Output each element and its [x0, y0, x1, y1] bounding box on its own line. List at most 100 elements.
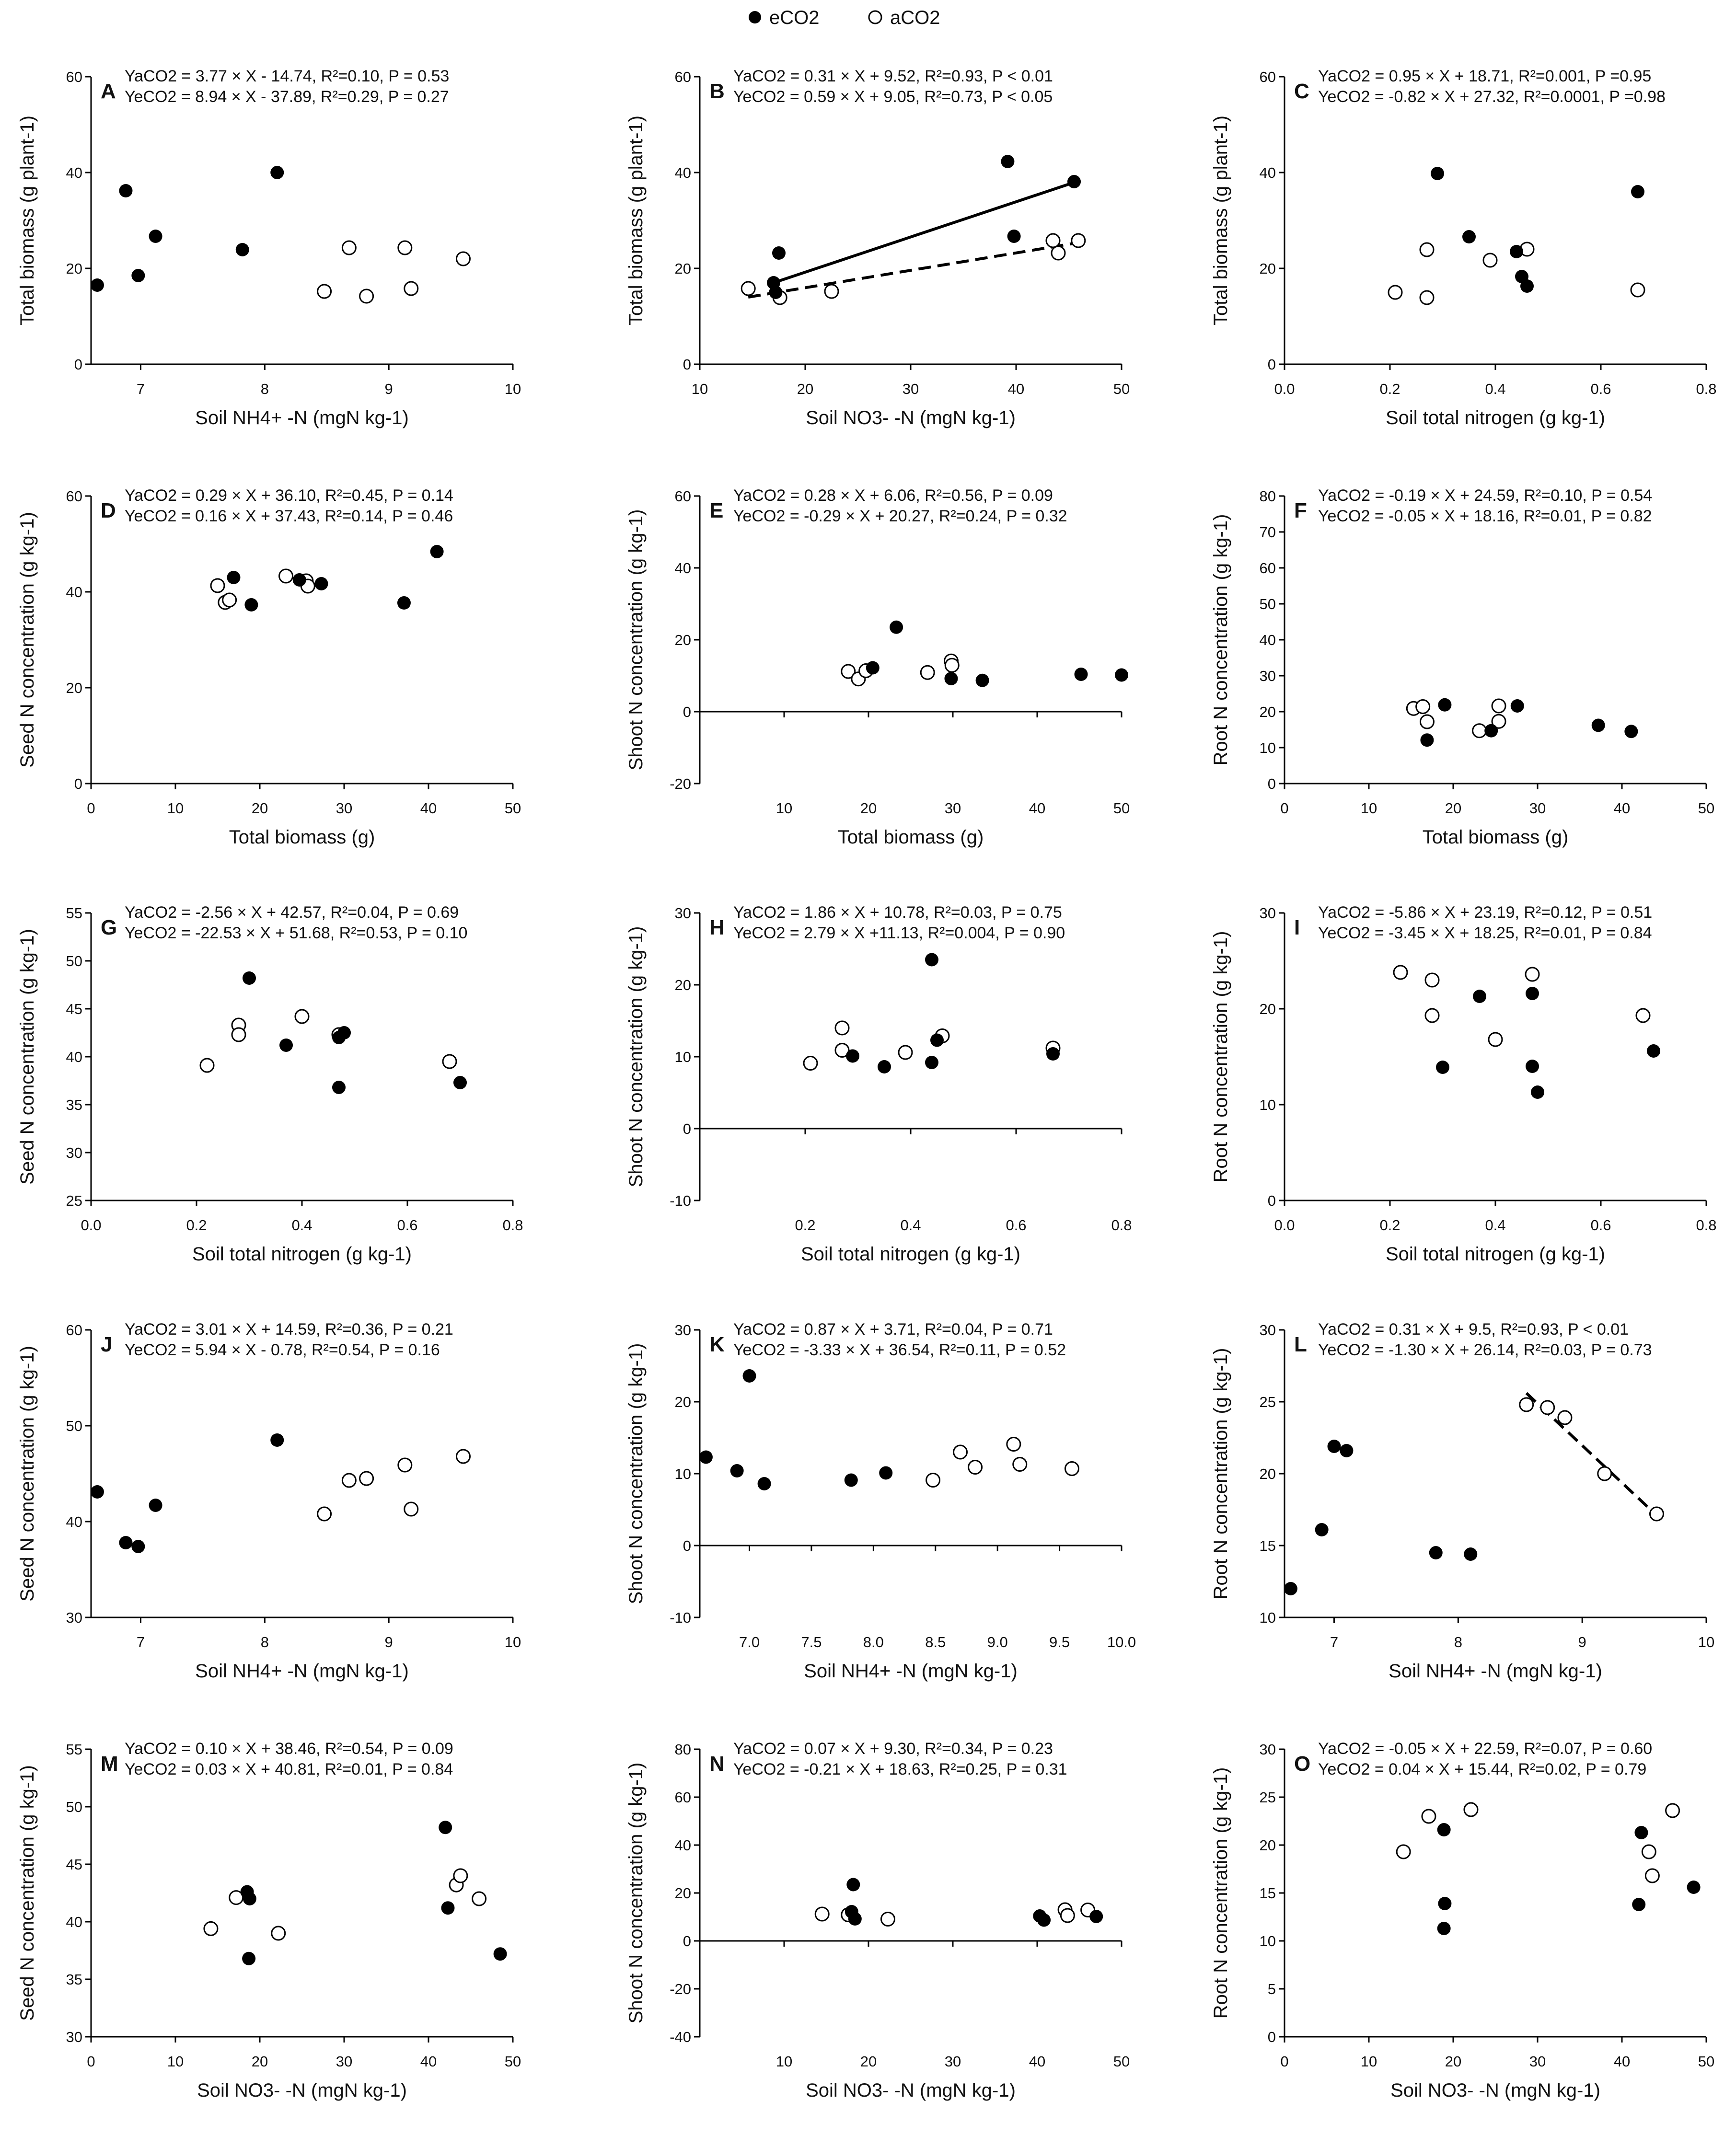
- aco2-point: [1424, 972, 1440, 988]
- x-tick-label: 10: [505, 1634, 521, 1650]
- regression-line-dashed: [748, 241, 1080, 299]
- y-tick-label: 10: [1260, 1609, 1276, 1626]
- equation-eco2: YeCO2 = 0.03 × X + 40.81, R²=0.01, P = 0…: [125, 1760, 453, 1778]
- x-tick-label: 0: [87, 800, 95, 817]
- y-axis-title: Shoot N concentration (g kg-1): [625, 1343, 647, 1604]
- y-tick-label: 60: [1260, 69, 1276, 85]
- equation-aco2: YaCO2 = 0.31 × X + 9.5, R²=0.93, P < 0.0…: [1318, 1320, 1629, 1339]
- aco2-point: [1419, 714, 1435, 729]
- equation-eco2: YeCO2 = -3.33 × X + 36.54, R²=0.11, P = …: [733, 1341, 1066, 1359]
- aco2-point: [1421, 1809, 1436, 1824]
- aco2-point: [741, 281, 756, 296]
- aco2-point: [1488, 1032, 1503, 1047]
- eco2-point: [243, 971, 256, 985]
- aco2-point: [442, 1054, 457, 1069]
- x-tick-label: 0.4: [1485, 1217, 1505, 1234]
- equation-aco2: YaCO2 = -0.05 × X + 22.59, R²=0.07, P = …: [1318, 1740, 1652, 1758]
- panel-H: -10 0 10 20 30 0.2 0.4 0.6 0.8 Soil total nitroge…: [625, 903, 1132, 1265]
- equation-eco2: YeCO2 = 0.04 × X + 15.44, R²=0.02, P = 0…: [1318, 1760, 1646, 1778]
- aco2-point: [1525, 967, 1540, 982]
- aco2-point: [880, 1912, 895, 1927]
- eco2-point: [1429, 1546, 1443, 1559]
- y-tick-label: 0: [1268, 1192, 1276, 1209]
- aco2-point: [404, 281, 419, 296]
- y-tick-label: 45: [66, 1856, 82, 1873]
- aco2-point: [397, 1457, 413, 1473]
- y-tick-label: 50: [66, 953, 82, 969]
- aco2-point: [317, 284, 332, 299]
- x-tick-label: 40: [420, 800, 437, 817]
- x-tick-label: 50: [1113, 381, 1130, 397]
- panel-letter: A: [101, 80, 116, 103]
- eco2-point: [878, 1060, 891, 1073]
- panel-letter: I: [1294, 916, 1300, 939]
- aco2-point: [229, 1890, 244, 1905]
- aco2-point: [404, 1501, 419, 1517]
- aco2-point: [1396, 1844, 1411, 1859]
- eco2-point: [439, 1821, 452, 1835]
- panel-N: -40 -20 0 20 40 60 80 10 20 30 40 50 Soil NO3- -N (m…: [625, 1740, 1130, 2101]
- panel-letter: L: [1294, 1333, 1307, 1356]
- x-tick-label: 0.6: [397, 1217, 417, 1234]
- eco2-point: [1473, 990, 1486, 1003]
- y-tick-label: 30: [675, 905, 691, 922]
- aco2-point: [944, 658, 960, 673]
- eco2-point: [149, 230, 162, 243]
- y-tick-label: 10: [1260, 1933, 1276, 1950]
- equation-eco2: YeCO2 = 0.16 × X + 37.43, R²=0.14, P = 0…: [125, 507, 453, 525]
- x-tick-label: 9.0: [987, 1634, 1008, 1650]
- x-tick-label: 0.4: [900, 1217, 921, 1234]
- aco2-point: [455, 251, 471, 266]
- panel-letter: H: [709, 916, 725, 939]
- eco2-point: [131, 1540, 145, 1553]
- eco2-point: [1438, 698, 1452, 712]
- aco2-point: [1064, 1461, 1079, 1476]
- panel-letter: J: [101, 1333, 112, 1356]
- panel-D: 0 20 40 60 0 10 20 30 40 50 Total biomass (g) Seed …: [17, 486, 521, 848]
- y-tick-label: 0: [683, 704, 691, 720]
- eco2-point: [1462, 230, 1476, 243]
- x-axis-title: Total biomass (g): [838, 827, 984, 848]
- x-tick-label: 20: [860, 2053, 877, 2070]
- x-tick-label: 10: [776, 2053, 792, 2070]
- x-tick-label: 7: [137, 381, 145, 397]
- y-tick-label: 40: [66, 1049, 82, 1065]
- legend-aco2-marker: [868, 10, 882, 24]
- x-axis-title: Soil NH4+ -N (mgN kg-1): [1389, 1661, 1602, 1682]
- x-tick-label: 40: [1614, 800, 1630, 817]
- y-tick-label: 20: [1260, 260, 1276, 277]
- x-tick-label: 30: [336, 2053, 352, 2070]
- eco2-point: [332, 1081, 346, 1094]
- panel-B: 0 20 40 60 10 20 30 40 50 Soil NO3- -N (mgN kg-1)…: [625, 67, 1130, 428]
- eco2-point: [314, 577, 328, 590]
- x-tick-label: 9.5: [1049, 1634, 1070, 1650]
- eco2-point: [1591, 718, 1605, 732]
- eco2-point: [337, 1026, 351, 1039]
- x-tick-label: 10.0: [1107, 1634, 1136, 1650]
- eco2-point: [1687, 1881, 1701, 1894]
- aco2-point: [1424, 1008, 1440, 1023]
- eco2-point: [119, 1536, 133, 1549]
- eco2-point: [90, 1485, 104, 1499]
- aco2-point: [814, 1906, 830, 1922]
- x-tick-label: 20: [797, 381, 813, 397]
- equation-aco2: YaCO2 = 1.86 × X + 10.78, R²=0.03, P = 0…: [733, 903, 1062, 922]
- y-tick-label: 15: [1260, 1885, 1276, 1902]
- x-tick-label: 0.0: [81, 1217, 101, 1234]
- eco2-point: [1001, 155, 1015, 168]
- y-tick-label: -10: [670, 1192, 691, 1209]
- y-axis-title: Root N concentration (g kg-1): [1210, 931, 1231, 1183]
- x-tick-label: 0: [87, 2053, 95, 2070]
- eco2-point: [149, 1499, 162, 1512]
- panels: 0 20 40 60 7 8 9 10 Soil NH4+ -N (mgN kg-1) Total…: [17, 67, 1717, 2101]
- y-tick-label: 60: [675, 69, 691, 85]
- eco2-point: [1046, 1047, 1060, 1061]
- y-tick-label: 40: [66, 1914, 82, 1930]
- eco2-point: [430, 545, 444, 558]
- y-tick-label: 45: [66, 1001, 82, 1017]
- x-tick-label: 40: [1614, 2053, 1630, 2070]
- eco2-point: [769, 286, 783, 299]
- aco2-point: [455, 1449, 471, 1464]
- eco2-point: [279, 1039, 293, 1052]
- panel-G: 25 30 35 40 45 50 55 0.0 0.2 0.4 0.6 0.8 Soil total …: [17, 903, 523, 1265]
